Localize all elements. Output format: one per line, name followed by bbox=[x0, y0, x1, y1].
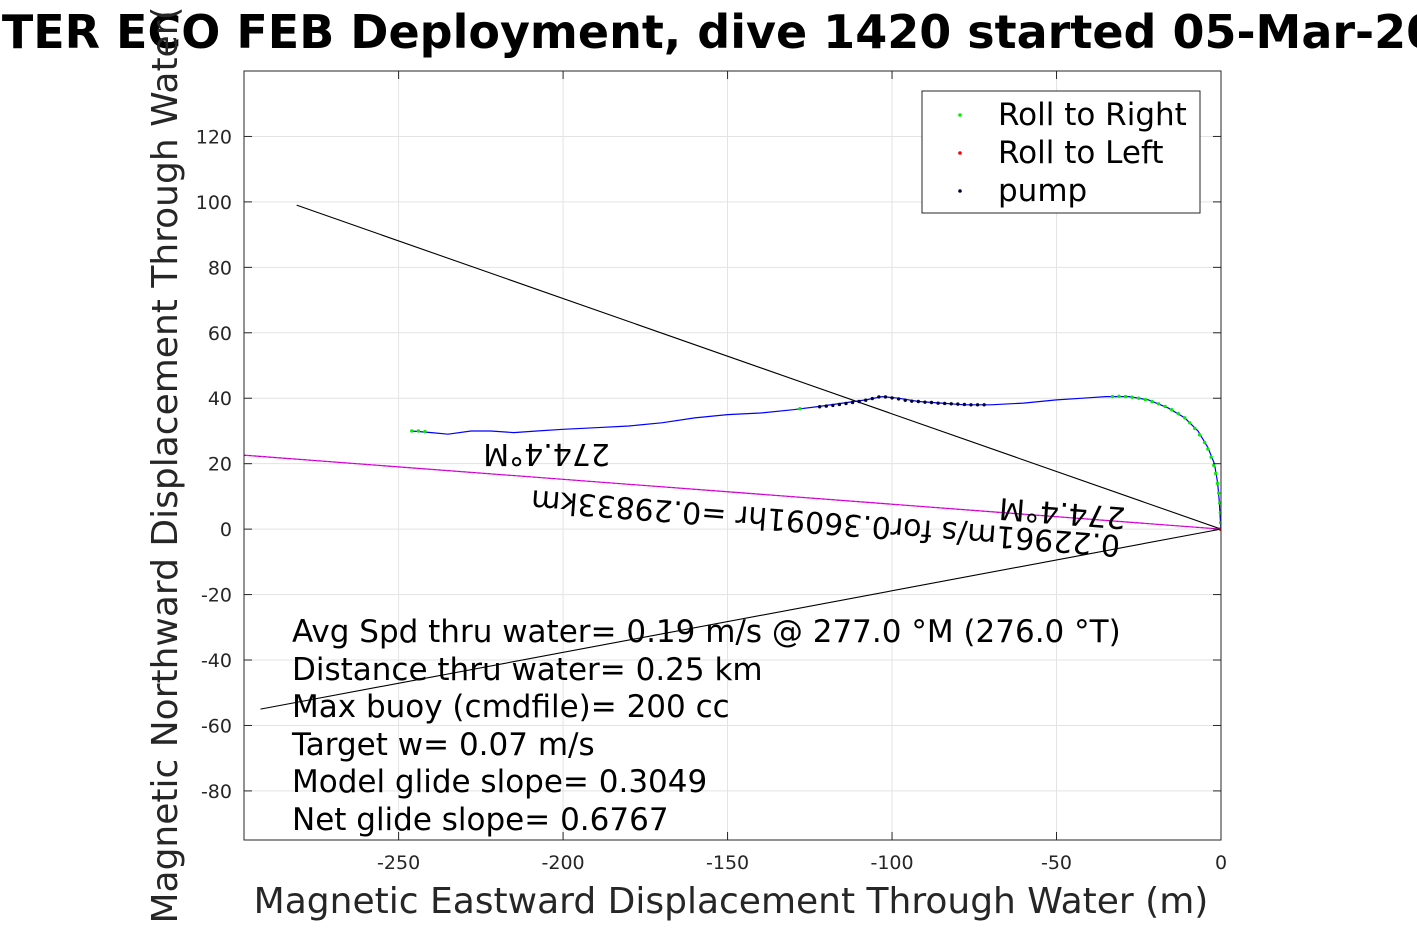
roll-right-point bbox=[1137, 396, 1141, 400]
stats-line-max-buoy: Max buoy (cmdfile)= 200 cc bbox=[292, 689, 730, 725]
pump-point bbox=[975, 403, 980, 407]
axes-box bbox=[243, 70, 1222, 841]
roll-right-point bbox=[1176, 411, 1180, 416]
legend-label-roll-left: Roll to Left bbox=[998, 135, 1164, 171]
pump-point bbox=[850, 400, 855, 405]
y-tick-label: 20 bbox=[208, 454, 232, 476]
heading-line bbox=[260, 528, 1221, 710]
roll-right-point bbox=[1163, 404, 1167, 409]
roll-right-point bbox=[1216, 491, 1221, 495]
roll-right-points bbox=[410, 394, 1221, 525]
pump-point bbox=[936, 401, 940, 405]
pump-point bbox=[916, 399, 921, 404]
stats-line-distance: Distance thru water= 0.25 km bbox=[292, 652, 763, 688]
pump-point bbox=[844, 401, 848, 406]
roll-right-point bbox=[1218, 520, 1221, 525]
y-tick-label: 80 bbox=[208, 257, 232, 279]
legend-marker-roll-right bbox=[958, 113, 962, 117]
x-axis-label: Magnetic Eastward Displacement Through W… bbox=[254, 881, 1209, 922]
y-tick-label: -60 bbox=[201, 715, 232, 737]
roll-right-point bbox=[1117, 394, 1121, 398]
y-axis-label: Magnetic Northward Displacement Through … bbox=[145, 6, 186, 923]
stats-line-target-w: Target w= 0.07 m/s bbox=[291, 727, 595, 763]
pump-point bbox=[857, 399, 861, 404]
y-tick-label: 100 bbox=[196, 192, 232, 214]
y-tick-label: -20 bbox=[201, 585, 232, 607]
legend-marker-pump bbox=[958, 189, 962, 193]
roll-right-point bbox=[1206, 447, 1210, 451]
roll-right-point bbox=[1192, 426, 1197, 431]
roll-right-point bbox=[1215, 481, 1220, 486]
roll-right-point bbox=[1150, 399, 1154, 404]
roll-right-point bbox=[1123, 394, 1128, 399]
x-tick-label: -200 bbox=[542, 852, 585, 874]
legend-label-pump: pump bbox=[998, 173, 1087, 209]
roll-right-point bbox=[1183, 416, 1187, 420]
net-displacement-line-dash bbox=[244, 454, 1221, 530]
pump-point bbox=[890, 396, 894, 400]
roll-right-point bbox=[1169, 407, 1174, 412]
pump-point bbox=[956, 402, 960, 406]
x-tick-label: -150 bbox=[706, 852, 749, 874]
roll-right-point bbox=[1217, 501, 1221, 505]
roll-right-point bbox=[410, 429, 414, 433]
pump-point bbox=[870, 396, 875, 401]
roll-right-point bbox=[1110, 394, 1115, 399]
pump-point bbox=[929, 400, 934, 405]
heading-line bbox=[296, 204, 1221, 530]
roll-right-point bbox=[798, 407, 802, 411]
pump-point bbox=[969, 403, 973, 407]
pump-point bbox=[982, 403, 986, 407]
chart-title: TER ECO FEB Deployment, dive 1420 starte… bbox=[2, 5, 1417, 59]
stats-block: Avg Spd thru water= 0.19 m/s @ 277.0 °M … bbox=[291, 614, 1121, 838]
y-tick-label: 0 bbox=[220, 519, 232, 541]
x-tick-label: -50 bbox=[1041, 852, 1072, 874]
pump-point bbox=[942, 401, 947, 406]
y-tick-label: -80 bbox=[201, 781, 232, 803]
reference-lines bbox=[244, 204, 1221, 710]
roll-right-point bbox=[423, 429, 427, 434]
roll-right-point bbox=[1209, 455, 1213, 459]
roll-right-point bbox=[1212, 463, 1216, 468]
roll-right-point bbox=[1188, 421, 1192, 425]
pump-point bbox=[910, 399, 914, 403]
pump-point bbox=[903, 398, 907, 402]
legend-label-roll-right: Roll to Right bbox=[998, 97, 1187, 133]
roll-right-point bbox=[1130, 395, 1134, 399]
y-tick-label: 60 bbox=[208, 323, 232, 345]
roll-right-point bbox=[1156, 402, 1161, 406]
stats-line-model-glide: Model glide slope= 0.3049 bbox=[292, 764, 707, 800]
x-tick-label: -250 bbox=[377, 852, 420, 874]
pump-point bbox=[864, 398, 868, 402]
roll-right-point bbox=[1202, 440, 1207, 445]
y-tick-label: 40 bbox=[208, 388, 232, 410]
stats-line-avg-speed: Avg Spd thru water= 0.19 m/s @ 277.0 °M … bbox=[292, 614, 1121, 650]
roll-right-point bbox=[1218, 511, 1221, 515]
roll-right-point bbox=[1214, 471, 1218, 476]
ticks: -250 -200 -150 -100 -50 0-80-60-40-2002040608… bbox=[196, 71, 1227, 874]
y-tick-label: 120 bbox=[196, 126, 232, 148]
pump-point bbox=[817, 405, 822, 409]
pump-point bbox=[962, 402, 967, 407]
pump-point bbox=[883, 395, 888, 399]
roll-right-point bbox=[1143, 397, 1148, 402]
pump-point bbox=[877, 395, 881, 399]
y-tick-label: -40 bbox=[201, 650, 232, 672]
pump-point bbox=[949, 402, 953, 406]
rotated-annotation: 274.4°M bbox=[483, 436, 610, 471]
legend-marker-roll-left bbox=[958, 151, 962, 155]
legend: Roll to Right Roll to Left pump bbox=[921, 90, 1201, 214]
roll-right-point bbox=[1197, 433, 1202, 437]
legend-box bbox=[921, 90, 1201, 214]
roll-right-point bbox=[416, 429, 421, 433]
pump-point bbox=[923, 400, 927, 404]
x-tick-label: -100 bbox=[870, 852, 913, 874]
pump-point bbox=[831, 403, 835, 408]
pump-point bbox=[896, 397, 901, 401]
stats-line-net-glide: Net glide slope= 0.6767 bbox=[292, 802, 669, 838]
pump-point bbox=[824, 404, 828, 408]
pump-point bbox=[837, 402, 842, 407]
x-tick-label: 0 bbox=[1215, 852, 1227, 874]
